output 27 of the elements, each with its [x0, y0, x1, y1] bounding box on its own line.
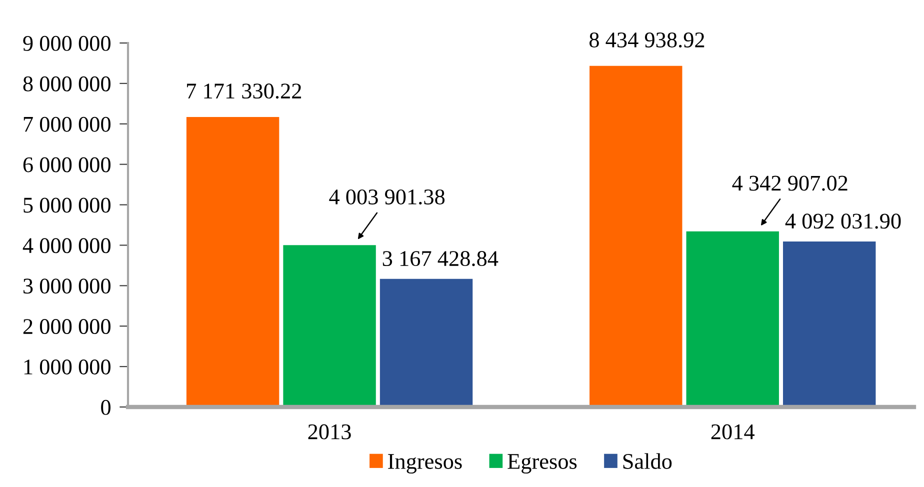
data-label: 8 434 938.92	[590, 32, 704, 48]
legend-label: Ingresos	[388, 454, 462, 474]
y-tick-label: 9 000 000	[23, 36, 110, 51]
y-tick-label: 4 000 000	[22, 238, 110, 254]
y-tick-label: 8 000 000	[23, 76, 110, 92]
y-tick-label: 7 000 000	[24, 116, 110, 132]
y-tick-label: 1 000 000	[24, 359, 110, 374]
y-tick-label: 3 000 000	[24, 278, 110, 294]
data-label: 7 171 330.22	[187, 84, 302, 99]
legend-label: Saldo	[623, 453, 672, 469]
y-tick-label: 2 000 000	[23, 319, 110, 334]
data-label: 3 167 428.84	[382, 251, 498, 266]
y-tick-label: 6 000 000	[23, 157, 110, 172]
data-label: 4 003 901.38	[329, 189, 445, 205]
y-tick-label: 0	[101, 400, 110, 415]
bar	[283, 245, 376, 407]
legend-label: Egresos	[508, 454, 577, 474]
bar	[186, 116, 280, 407]
y-tick-label: 5 000 000	[24, 198, 110, 213]
x-tick-label: 2013	[308, 424, 351, 440]
data-label: 4 092 031.90	[785, 214, 901, 229]
bar	[380, 278, 473, 407]
bar	[783, 242, 876, 407]
bar	[590, 66, 682, 407]
data-label: 4 342 907.02	[732, 176, 848, 191]
bar	[686, 231, 779, 407]
x-tick-label: 2014	[711, 424, 754, 440]
